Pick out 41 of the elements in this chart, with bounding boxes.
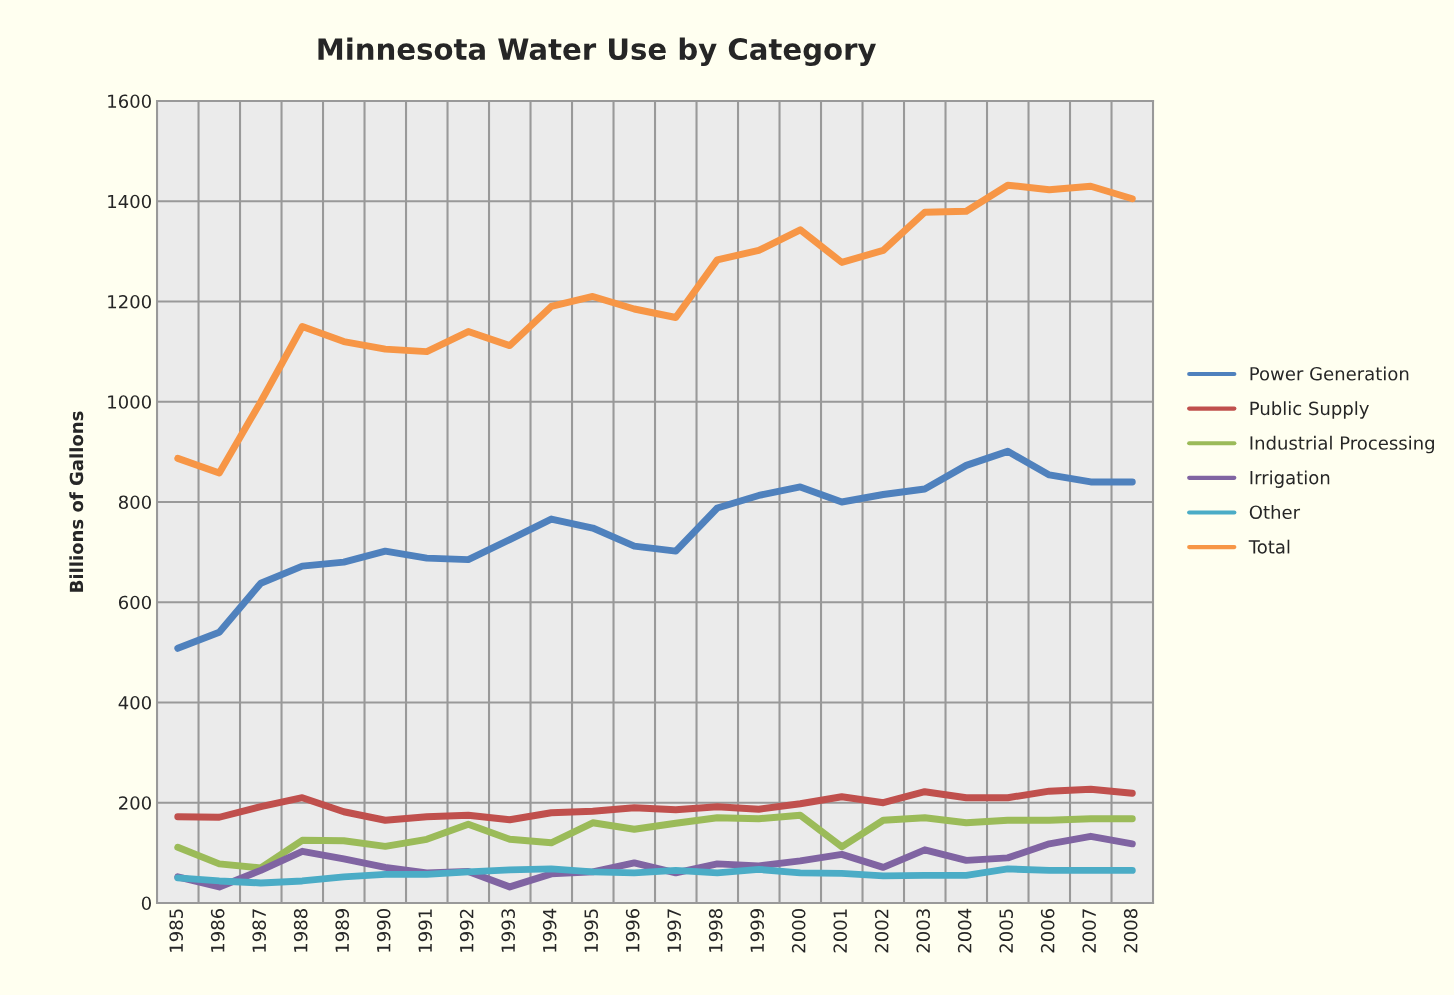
legend-label: Total (1248, 539, 1290, 554)
x-tick-label: 2003 (916, 909, 931, 953)
y-tick-label: 400 (118, 695, 151, 710)
x-tick-label: 1986 (210, 908, 225, 952)
y-tick-label: 800 (118, 495, 151, 510)
x-tick-label: 2002 (874, 909, 889, 953)
x-tick-label: 1996 (625, 908, 640, 952)
x-tick-label: 1985 (169, 909, 184, 952)
x-tick-label: 1994 (542, 908, 557, 952)
x-tick-label: 1987 (252, 909, 267, 952)
y-tick-label: 200 (119, 796, 151, 810)
x-tick-label: 1995 (584, 909, 599, 952)
x-tick-label: 2005 (999, 909, 1014, 953)
legend-label: Irrigation (1250, 470, 1330, 488)
legend-label: Other (1249, 505, 1301, 520)
x-tick-label: 2008 (1123, 909, 1138, 953)
x-tick-label: 2004 (957, 908, 972, 953)
legend-label: Public Supply (1250, 401, 1369, 419)
x-tick-label: 1992 (459, 909, 474, 952)
x-tick-label: 2006 (1040, 908, 1055, 953)
y-axis-title: Billions of Gallons (69, 411, 84, 592)
x-tick-label: 1998 (708, 909, 723, 952)
y-tick-label: 1400 (108, 194, 151, 209)
y-tick-label: 1000 (108, 395, 151, 409)
y-tick-label: 600 (118, 595, 151, 610)
x-tick-label: 1997 (667, 909, 682, 952)
y-tick-label: 1600 (108, 94, 151, 109)
legend-label: Industrial Processing (1250, 435, 1434, 454)
x-tick-label: 1989 (335, 909, 350, 952)
y-tick-label: 1200 (108, 294, 151, 309)
x-tick-label: 1988 (293, 909, 308, 952)
x-tick-label: 1993 (501, 909, 516, 952)
x-tick-label: 1999 (750, 909, 765, 952)
x-tick-label: 2001 (833, 909, 848, 953)
x-tick-label: 1991 (418, 909, 433, 952)
chart-title: Minnesota Water Use by Category (318, 37, 876, 66)
x-tick-label: 1990 (376, 909, 391, 952)
x-tick-label: 2000 (791, 909, 806, 953)
legend-label: Power Generation (1250, 366, 1409, 381)
y-tick-label: 0 (141, 896, 151, 911)
x-tick-label: 2007 (1082, 909, 1097, 953)
